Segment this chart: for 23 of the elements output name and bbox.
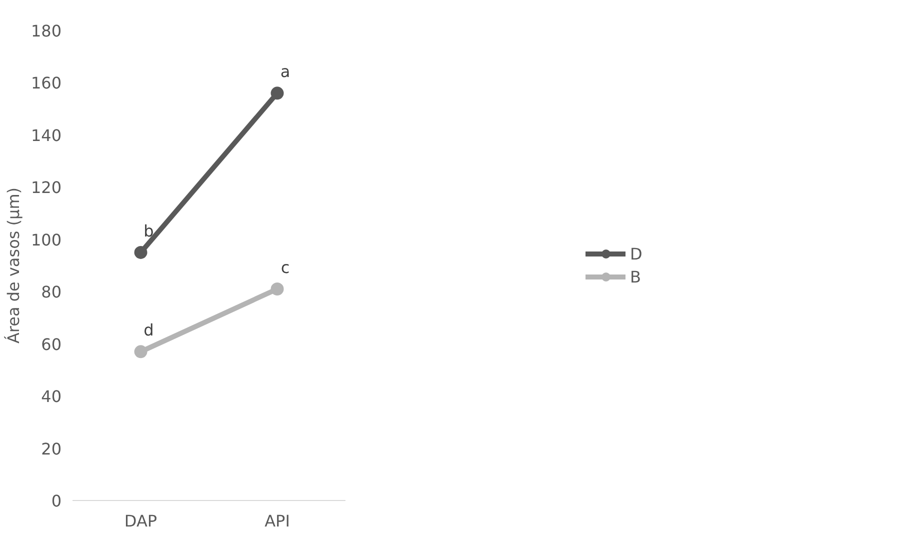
annotation: d	[144, 320, 154, 340]
y-tick-label: 40	[41, 387, 62, 406]
annotation: b	[144, 221, 154, 240]
point	[270, 282, 284, 296]
y-tick-label: 60	[41, 334, 62, 354]
legend-label: D	[630, 244, 644, 263]
y-tick-label: 180	[30, 22, 62, 40]
x-tick-label: DAP	[124, 512, 158, 530]
annotation: c	[280, 258, 290, 277]
point	[134, 345, 148, 358]
legend-label: B	[630, 267, 642, 286]
annotation: a	[280, 62, 290, 82]
point	[134, 246, 148, 259]
y-tick-label: 0	[51, 492, 62, 510]
x-tick-label: API	[264, 512, 290, 530]
y-tick-label: 160	[30, 74, 62, 93]
y-tick-label: 20	[41, 439, 62, 458]
y-tick-label: 120	[30, 178, 62, 198]
y-axis-title: Área de vasos (µm)	[4, 187, 23, 344]
y-tick-label: 140	[30, 126, 62, 145]
point	[270, 86, 284, 100]
y-tick-label: 80	[41, 282, 62, 302]
y-tick-label: 100	[30, 230, 62, 250]
